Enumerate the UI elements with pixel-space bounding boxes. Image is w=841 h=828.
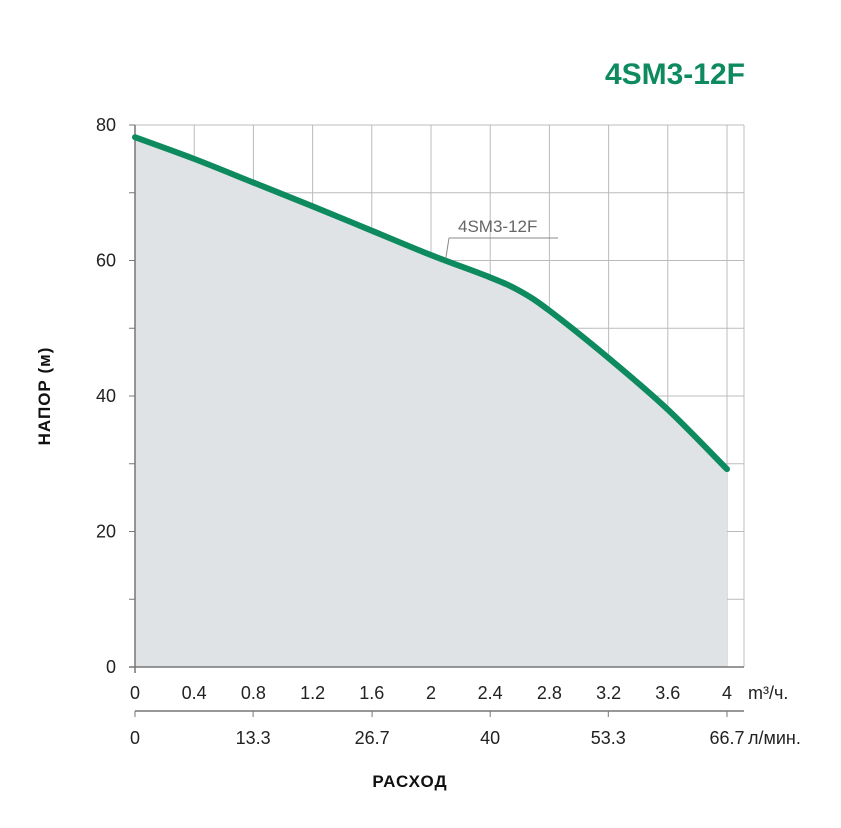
- x2-tick-label: 26.7: [355, 728, 390, 748]
- x-tick-label: 2.4: [478, 683, 503, 703]
- x-tick-label: 0: [130, 683, 140, 703]
- x2-tick-label: 53.3: [591, 728, 626, 748]
- series-line: [132, 134, 730, 473]
- x-unit-label: m³/ч.: [748, 683, 788, 703]
- x2-tick-label: 66.7: [709, 728, 744, 748]
- series-callout-leader: [445, 237, 450, 259]
- x2-unit-label: л/мин.: [748, 728, 801, 748]
- y-axis-label: НАПОР (м): [35, 347, 54, 446]
- area-fill: [135, 137, 727, 667]
- chart-title: 4SM3-12F: [605, 58, 745, 91]
- x-tick-label: 0.8: [241, 683, 266, 703]
- series-label: 4SM3-12F: [458, 217, 537, 236]
- x-tick-label: 3.6: [655, 683, 680, 703]
- x-tick-label: 2: [426, 683, 436, 703]
- y-tick-label: 60: [96, 251, 116, 271]
- x2-tick-label: 0: [130, 728, 140, 748]
- y-tick-label: 0: [106, 657, 116, 677]
- x2-tick-label: 40: [480, 728, 500, 748]
- x-tick-label: 4: [722, 683, 732, 703]
- y-tick-label: 20: [96, 522, 116, 542]
- x-tick-label: 1.2: [300, 683, 325, 703]
- x-tick-label: 3.2: [596, 683, 621, 703]
- x-tick-label: 0.4: [182, 683, 207, 703]
- x-tick-label: 1.6: [359, 683, 384, 703]
- x2-tick-label: 13.3: [236, 728, 271, 748]
- y-tick-label: 40: [96, 386, 116, 406]
- x-tick-label: 2.8: [537, 683, 562, 703]
- x-axis-label: РАСХОД: [372, 772, 447, 791]
- y-tick-label: 80: [96, 115, 116, 135]
